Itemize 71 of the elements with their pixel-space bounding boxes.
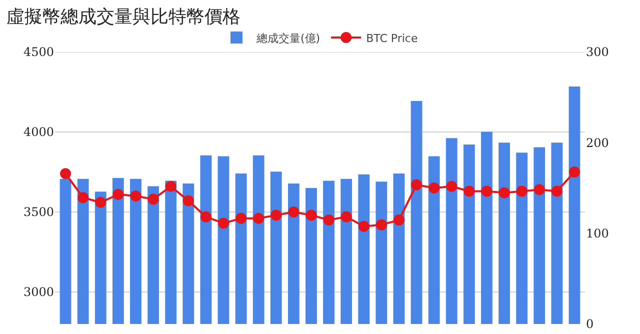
bar [218,156,230,324]
bar [428,156,440,324]
y2-tick-label: 200 [586,136,609,150]
y2-tick-label: 100 [586,226,609,241]
point [358,220,370,232]
point [306,210,317,221]
point [148,194,159,205]
bar [288,183,300,324]
point [270,210,282,221]
bar [516,152,528,324]
point [288,206,300,218]
legend-label: BTC Price [366,32,418,45]
point [481,186,492,197]
bar [568,86,580,324]
point [130,190,142,202]
bar [551,142,563,324]
point [340,211,352,222]
point [376,219,387,230]
bar [252,155,264,324]
bar [534,147,546,324]
y2-tick-label: 0 [586,317,594,332]
point [218,218,229,229]
bar [498,142,510,324]
bar [340,178,352,324]
point [428,182,440,194]
point [534,184,545,196]
bar [393,173,405,324]
bar [235,173,247,324]
bar [182,183,194,324]
bar [60,178,72,324]
y-tick-label: 3500 [23,205,54,220]
bar [358,174,370,324]
point [551,186,562,197]
point [78,192,89,204]
bar [323,180,334,324]
point [411,179,422,190]
bar [306,188,317,324]
y-tick-label: 3000 [23,285,54,300]
bar [165,180,177,324]
y-tick-label: 4500 [23,45,54,60]
point [568,166,580,178]
point [200,211,212,222]
point [464,186,475,197]
chart-title: 虛擬幣總成交量與比特幣價格 [6,6,240,28]
bar [410,100,422,324]
point [323,214,334,226]
bar [200,155,212,324]
point [112,188,124,200]
bar [148,186,159,324]
point [165,180,176,192]
point [60,168,72,180]
legend-label: 總成交量(億) [256,32,320,45]
bar [446,138,458,324]
bar [481,132,492,324]
point [95,196,106,208]
point [182,195,194,206]
bar [463,144,475,324]
y-tick-label: 4000 [23,125,54,140]
point [446,180,458,192]
point [393,214,404,226]
bar [130,178,142,324]
y2-tick-label: 300 [586,45,609,60]
point [253,212,264,224]
point [236,212,247,224]
bar [376,182,388,324]
bar [94,192,106,324]
point [498,187,510,198]
point [516,186,528,197]
bar [270,172,282,324]
bar [77,178,89,324]
bar [112,178,124,324]
